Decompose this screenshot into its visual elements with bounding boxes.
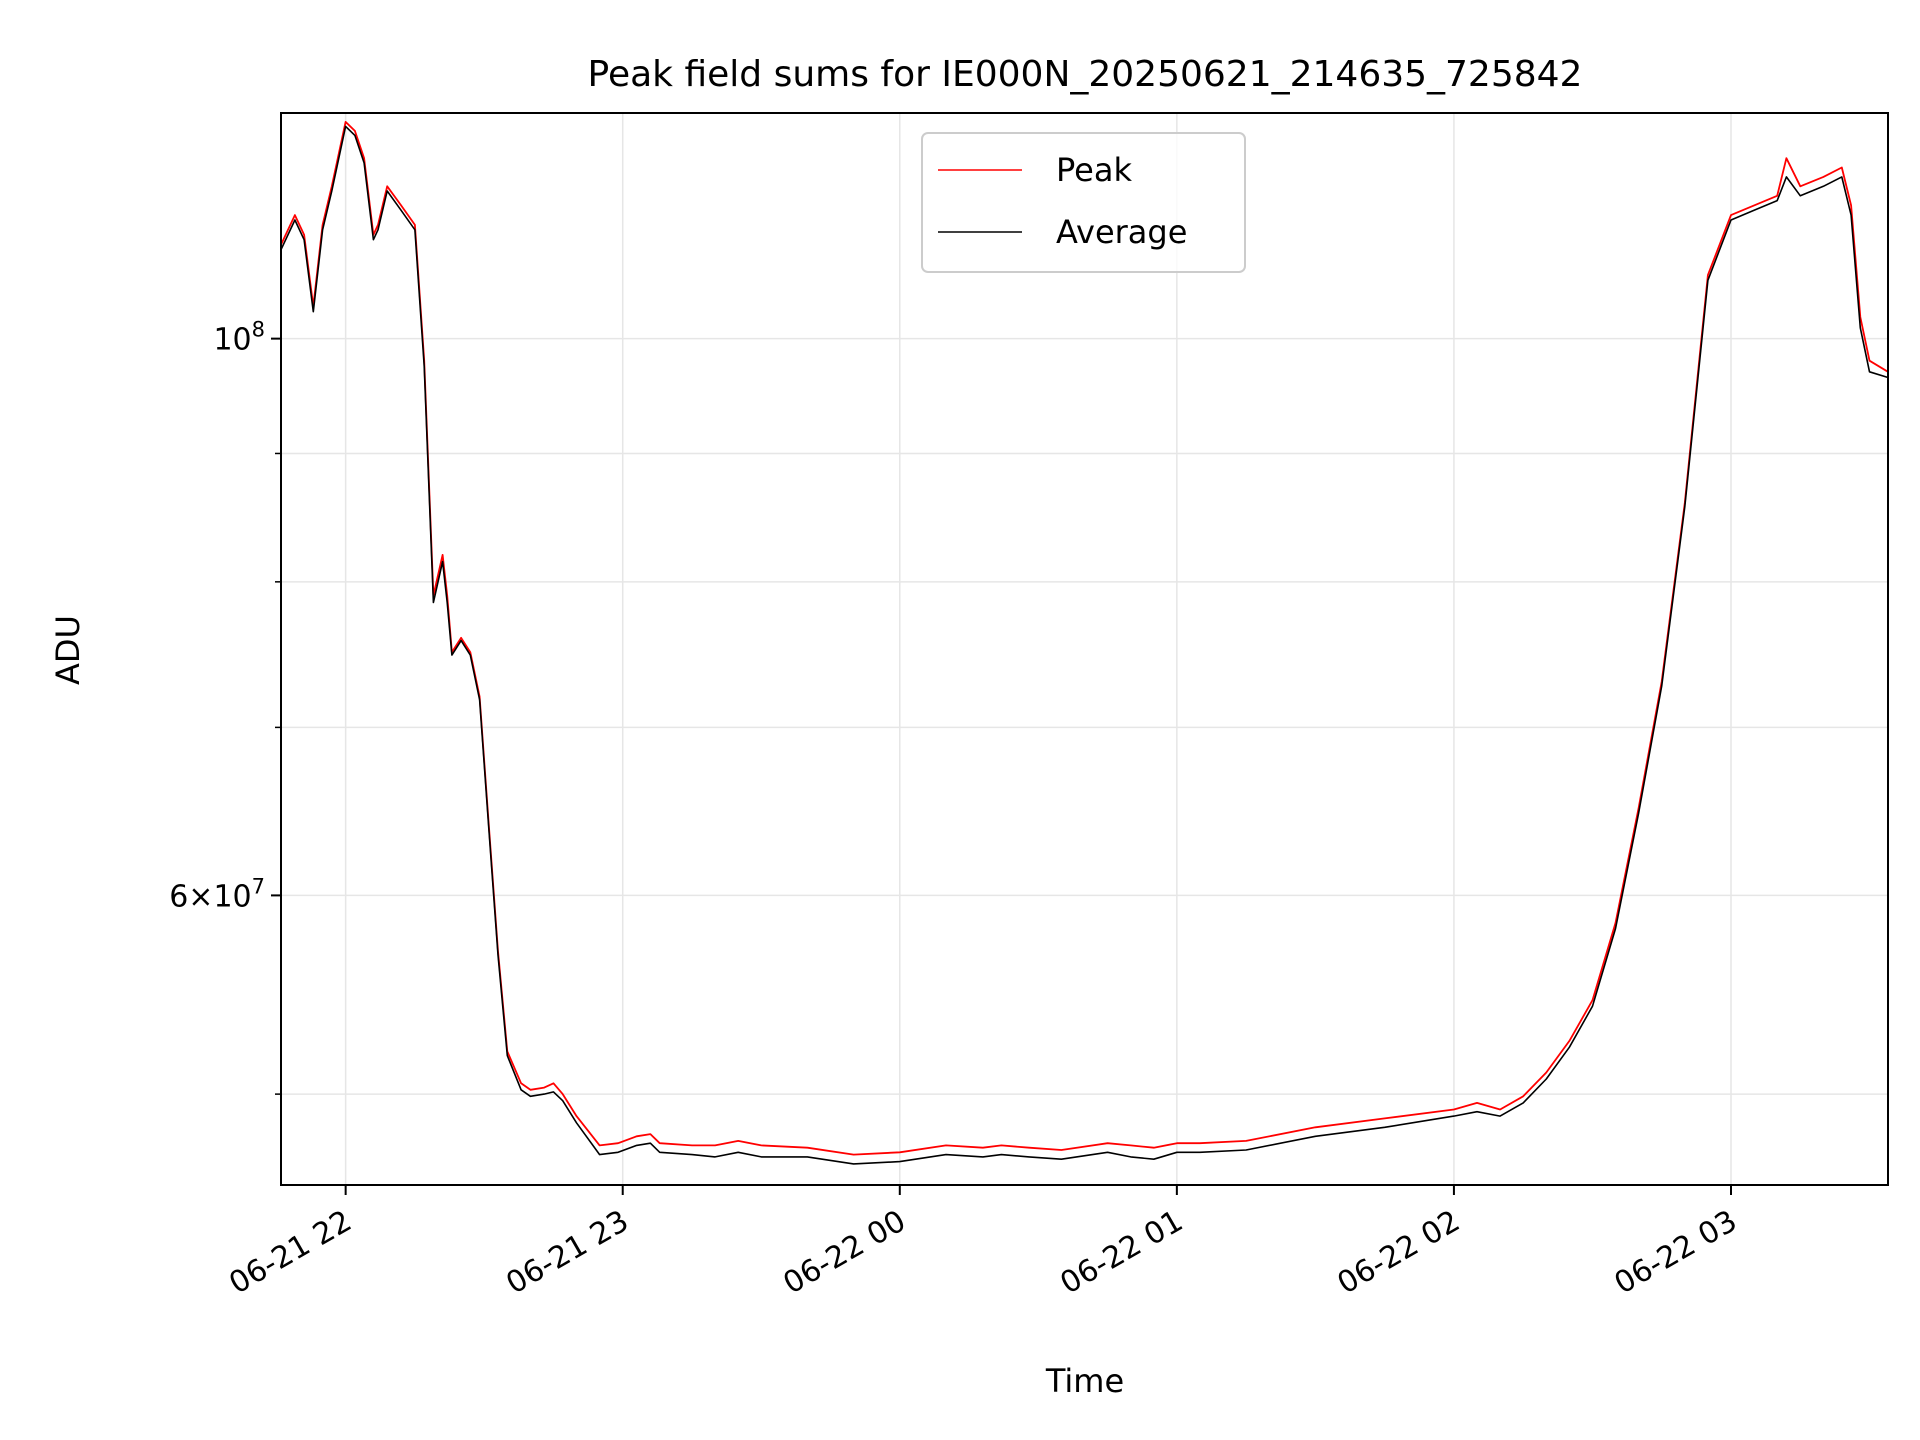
legend-box	[921, 132, 1246, 273]
grid	[281, 113, 1888, 1185]
y-axis-ticks: 108 6×107	[169, 318, 281, 1095]
plot-series	[280, 121, 1889, 1165]
y-tick-label: 6×107	[169, 874, 265, 914]
plot-frame	[280, 112, 1889, 1186]
y-axis-label: ADU	[49, 615, 87, 685]
legend-label-peak: Peak	[1056, 151, 1132, 189]
chart-title: Peak field sums for IE000N_20250621_2146…	[588, 54, 1583, 95]
series-line-average	[280, 125, 1889, 1165]
legend-label-average: Average	[1056, 213, 1187, 251]
y-tick-label: 108	[213, 318, 265, 358]
legend: Peak Average	[921, 132, 1246, 273]
x-axis-label: Time	[1045, 1362, 1124, 1400]
